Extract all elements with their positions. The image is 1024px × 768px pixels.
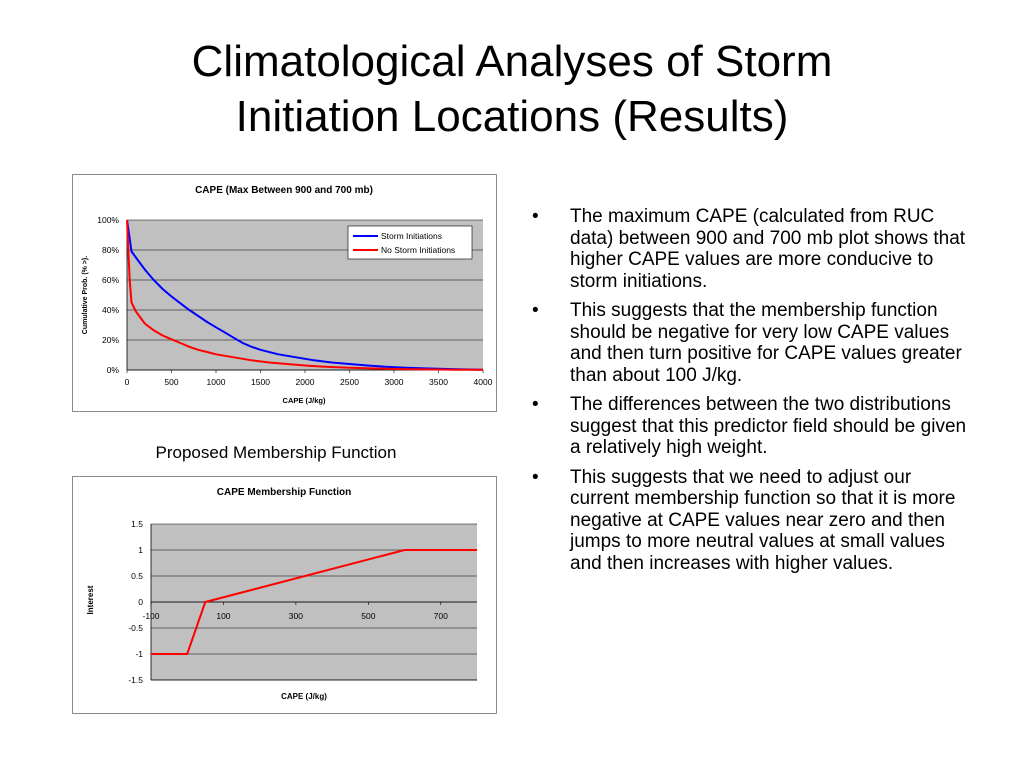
x-tick-label: 0 — [125, 377, 130, 387]
bullet-text: The maximum CAPE (calculated from RUC da… — [570, 206, 966, 292]
x-tick-label: 4000 — [474, 377, 493, 387]
y-tick-label: 100% — [97, 215, 119, 225]
x-axis-label: CAPE (J/kg) — [281, 692, 327, 701]
y-tick-label: 0.5 — [131, 571, 143, 581]
x-tick-label: 3500 — [429, 377, 448, 387]
y-tick-label: 1 — [138, 545, 143, 555]
bullet-text: The differences between the two distribu… — [570, 394, 967, 458]
y-tick-label: 80% — [102, 245, 119, 255]
y-tick-label: -0.5 — [128, 623, 143, 633]
bullet-list: • The maximum CAPE (calculated from RUC … — [532, 206, 972, 582]
x-tick-label: 1000 — [207, 377, 226, 387]
bullet-dot: • — [532, 206, 539, 227]
x-axis-label: CAPE (J/kg) — [283, 396, 326, 405]
chart-title: CAPE Membership Function — [217, 487, 351, 498]
bullet-dot: • — [532, 300, 539, 321]
cape-cumulative-probability-chart: CAPE (Max Between 900 and 700 mb) 0% 20% 40… — [72, 174, 497, 412]
x-tick-label: 1500 — [251, 377, 270, 387]
page-title: Climatological Analyses of Storm Initiat… — [60, 34, 964, 144]
y-axis-label: Interest — [86, 585, 95, 614]
y-tick-label: 1.5 — [131, 519, 143, 529]
cape-membership-function-chart: CAPE Membership Function -1.5 -1 -0.5 0 0.5 1 1… — [72, 476, 497, 714]
legend-label: Storm Initiations — [381, 231, 442, 241]
bullet-text: This suggests that the membership functi… — [570, 300, 962, 386]
x-tick-label: 700 — [434, 611, 448, 621]
x-tick-label: 100 — [216, 611, 230, 621]
membership-function-line — [151, 549, 477, 655]
bullet-item: • The maximum CAPE (calculated from RUC … — [532, 206, 972, 292]
y-tick-label: 20% — [102, 335, 119, 345]
y-tick-label: 0 — [138, 597, 143, 607]
membership-function-caption: Proposed Membership Function — [155, 443, 397, 462]
bullet-item: • The differences between the two distri… — [532, 394, 972, 459]
bullet-item: • This suggests that the membership func… — [532, 300, 972, 386]
x-tick-label: 500 — [361, 611, 375, 621]
x-tick-label: 2000 — [296, 377, 315, 387]
legend-label: No Storm Initiations — [381, 245, 455, 255]
series-line-no-storm-initiations — [126, 219, 484, 371]
x-tick-label: 2500 — [340, 377, 359, 387]
y-tick-label: -1.5 — [128, 675, 143, 685]
y-tick-label: 0% — [107, 365, 120, 375]
y-tick-label: 60% — [102, 275, 119, 285]
x-tick-label: 3000 — [385, 377, 404, 387]
x-tick-label: 300 — [289, 611, 303, 621]
y-tick-label: 40% — [102, 305, 119, 315]
bullet-dot: • — [532, 394, 539, 415]
title-line-2: Initiation Locations (Results) — [235, 92, 789, 141]
x-tick-label: 500 — [164, 377, 178, 387]
series-line-storm-initiations — [126, 219, 484, 371]
chart-title: CAPE (Max Between 900 and 700 mb) — [195, 185, 373, 196]
bullet-text: This suggests that we need to adjust our… — [570, 466, 956, 574]
bullet-item: • This suggests that we need to adjust o… — [532, 467, 972, 575]
title-line-1: Climatological Analyses of Storm — [191, 37, 833, 86]
x-tick-label: -100 — [142, 611, 159, 621]
bullet-dot: • — [532, 466, 539, 488]
y-tick-label: -1 — [135, 649, 143, 659]
cape-membership-chart-svg: CAPE Membership Function -1.5 -1 -0.5 0 0.5 1 1… — [86, 487, 477, 701]
cape-cumulative-chart-svg: CAPE (Max Between 900 and 700 mb) 0% 20% 40… — [82, 185, 493, 405]
y-axis-label: Cumulative Prob. (% >). — [82, 256, 89, 334]
legend-box — [347, 225, 473, 260]
